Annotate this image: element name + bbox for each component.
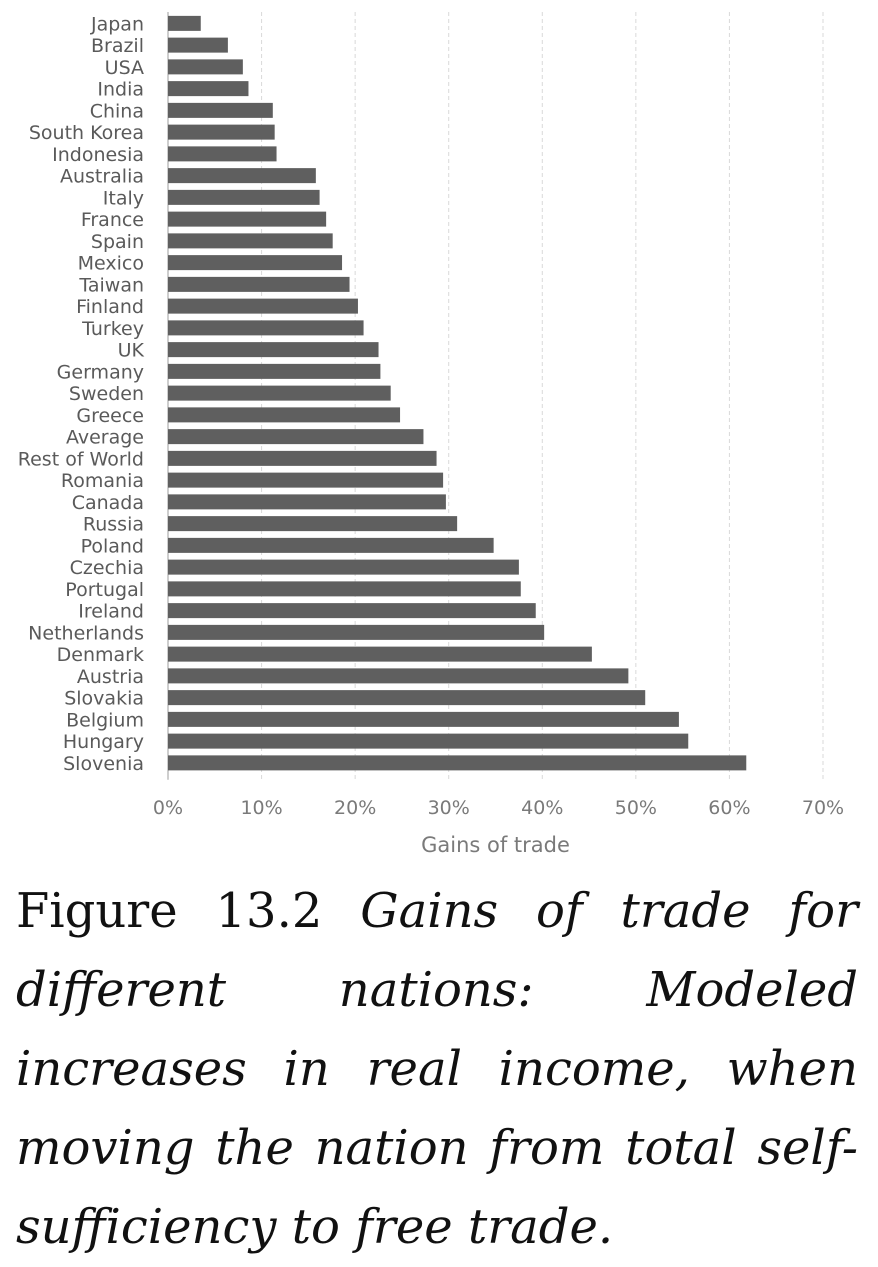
x-tick-label: 70%: [802, 797, 844, 819]
category-label: Ireland: [78, 601, 144, 623]
bar: [168, 407, 401, 423]
bar: [168, 276, 350, 292]
category-label: Finland: [76, 296, 144, 318]
bar: [168, 624, 545, 640]
category-label: Greece: [76, 405, 144, 427]
bar: [168, 690, 646, 706]
bar: [168, 298, 358, 314]
bar: [168, 755, 747, 771]
bar: [168, 429, 424, 445]
bar: [168, 81, 249, 97]
category-label: Romania: [61, 470, 144, 492]
category-label: Austria: [77, 666, 144, 688]
category-label: Italy: [103, 187, 144, 209]
bars-group: [168, 15, 747, 771]
category-label: Canada: [72, 492, 144, 514]
category-label: South Korea: [29, 122, 144, 144]
bar: [168, 450, 437, 466]
category-label: Indonesia: [52, 144, 144, 166]
bar: [168, 603, 536, 619]
bar: [168, 233, 333, 249]
x-tick-label: 20%: [334, 797, 376, 819]
category-label: Belgium: [66, 709, 144, 731]
bar: [168, 59, 243, 75]
bar: [168, 320, 364, 336]
bar: [168, 211, 327, 227]
category-label: Russia: [83, 514, 144, 536]
bar: [168, 668, 629, 684]
category-label: China: [90, 100, 144, 122]
category-label: Average: [66, 427, 144, 449]
bar: [168, 733, 689, 749]
category-label: Japan: [90, 13, 144, 35]
bar: [168, 559, 519, 575]
bar: [168, 363, 381, 379]
figure-number: Figure 13.2: [16, 883, 323, 939]
category-label: Slovenia: [63, 753, 144, 775]
category-label: France: [81, 209, 144, 231]
bar: [168, 124, 275, 140]
x-tick-label: 10%: [240, 797, 282, 819]
x-tick-label: 50%: [615, 797, 657, 819]
category-label: UK: [118, 340, 145, 362]
category-label: India: [97, 79, 144, 101]
category-label: Spain: [91, 231, 144, 253]
bar: [168, 646, 592, 662]
bar: [168, 711, 679, 727]
category-label: Slovakia: [64, 688, 144, 710]
category-label: Mexico: [78, 253, 144, 275]
category-label: USA: [105, 57, 144, 79]
category-label: Netherlands: [28, 622, 144, 644]
category-label: Portugal: [65, 579, 144, 601]
bar: [168, 102, 273, 118]
category-label: Hungary: [63, 731, 144, 753]
category-label: Sweden: [69, 383, 144, 405]
category-label: Poland: [81, 535, 144, 557]
category-label: Taiwan: [78, 274, 144, 296]
bar: [168, 342, 379, 358]
bar: [168, 472, 444, 488]
category-label: Turkey: [81, 318, 144, 340]
category-label: Germany: [57, 361, 144, 383]
category-label: Rest of World: [18, 448, 144, 470]
figure-caption-text: Gains of trade for different nations: Mo…: [16, 883, 859, 1255]
x-tick-labels: 0% 10% 20% 30% 40% 50% 60% 70%: [153, 797, 844, 819]
bar: [168, 494, 446, 510]
category-label: Czechia: [70, 557, 144, 579]
bar: [168, 189, 320, 205]
category-label: Denmark: [57, 644, 144, 666]
x-tick-label: 0%: [153, 797, 183, 819]
bar: [168, 168, 316, 184]
x-tick-label: 30%: [428, 797, 470, 819]
x-tick-label: 60%: [708, 797, 750, 819]
x-axis-title: Gains of trade: [421, 833, 570, 857]
bar: [168, 516, 458, 532]
bar: [168, 581, 521, 597]
bar: [168, 385, 391, 401]
bar: [168, 255, 343, 271]
x-tick-label: 40%: [521, 797, 563, 819]
bar: [168, 15, 201, 31]
bar: [168, 146, 277, 162]
bar: [168, 537, 494, 553]
figure-caption: Figure 13.2 Gains of trade for different…: [16, 872, 858, 1267]
category-label: Brazil: [91, 35, 144, 57]
category-label: Australia: [60, 166, 144, 188]
bar: [168, 37, 228, 53]
